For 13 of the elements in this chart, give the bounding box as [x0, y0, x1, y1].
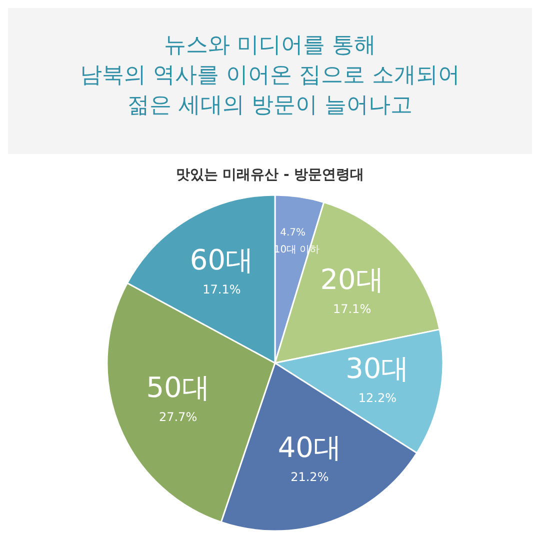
data-label: 21.2%	[290, 470, 329, 484]
slice-label: 60대	[190, 244, 254, 277]
slice-label: 30대	[346, 352, 410, 385]
data-label: 4.7%	[280, 227, 306, 238]
slice-label: 20대	[320, 262, 384, 296]
chart-subtitle: 맛있는 미래유산 - 방문연령대	[174, 166, 366, 184]
data-label: 27.7%	[158, 410, 198, 424]
data-label: 17.1%	[332, 302, 372, 316]
chart-title: 뉴스와 미디어를 통해 남북의 역사를 이어온 집으로 소개되어 젊은 세대의 방문이 늘어나고	[80, 32, 460, 120]
slice-label: 40대	[278, 431, 342, 464]
data-label: 17.1%	[202, 282, 241, 297]
slice-label: 50대	[146, 371, 210, 404]
data-label: 12.2%	[358, 390, 396, 405]
